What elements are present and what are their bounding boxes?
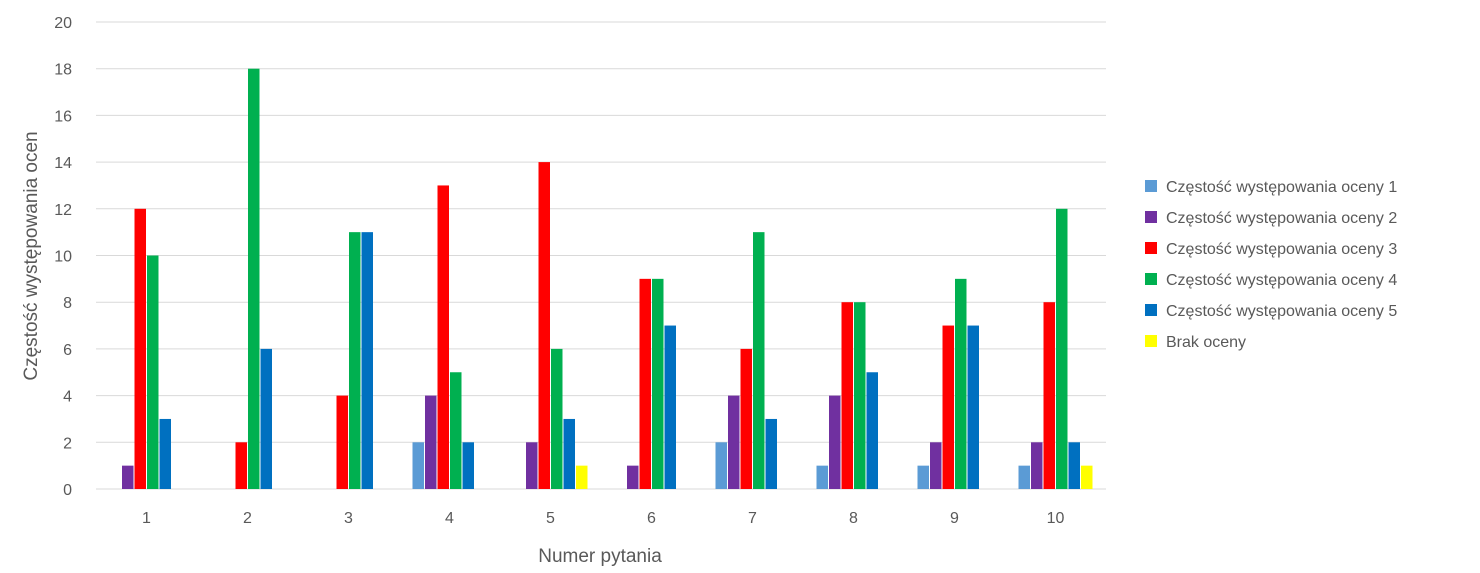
- bar: [1068, 442, 1080, 489]
- bar: [841, 302, 853, 489]
- bar: [538, 162, 550, 489]
- bar: [728, 395, 740, 489]
- x-tick-label: 1: [142, 510, 151, 527]
- bar: [551, 348, 563, 489]
- gridlines: [96, 21, 1106, 490]
- bar: [425, 395, 437, 489]
- bar: [361, 232, 373, 489]
- bar: [159, 418, 171, 489]
- bar: [854, 302, 866, 489]
- bar: [1018, 465, 1030, 489]
- legend-swatch: [1145, 180, 1157, 192]
- legend-label: Częstość występowania oceny 4: [1166, 272, 1397, 289]
- bar: [248, 68, 260, 489]
- bar: [462, 442, 474, 489]
- y-tick-label: 2: [63, 435, 72, 452]
- x-tick-label: 9: [950, 510, 959, 527]
- bar: [829, 395, 841, 489]
- y-tick-label: 18: [54, 62, 72, 79]
- bar: [134, 208, 146, 490]
- bar: [816, 465, 828, 489]
- bar: [147, 255, 159, 489]
- bar: [1043, 302, 1055, 489]
- y-tick-label: 20: [54, 15, 72, 32]
- legend-swatch: [1145, 211, 1157, 223]
- x-tick-label: 3: [344, 510, 353, 527]
- x-tick-labels: 1 2 3 4 5 6 7 8 9 10: [142, 510, 1064, 527]
- bar: [526, 442, 538, 489]
- bar: [942, 325, 954, 489]
- legend: Częstość występowania oceny 1 Częstość wy…: [1145, 179, 1397, 351]
- bar: [336, 395, 348, 489]
- y-tick-label: 10: [54, 249, 72, 266]
- legend-label: Częstość występowania oceny 3: [1166, 241, 1397, 258]
- bar: [450, 372, 462, 489]
- bar: [122, 465, 134, 489]
- bar: [1081, 465, 1093, 489]
- legend-swatch: [1145, 335, 1157, 347]
- x-tick-label: 4: [445, 510, 454, 527]
- y-tick-label: 0: [63, 482, 72, 499]
- legend-swatch: [1145, 273, 1157, 285]
- bar: [1031, 442, 1043, 489]
- bar: [740, 348, 752, 489]
- x-axis-title: Numer pytania: [538, 546, 662, 567]
- y-tick-label: 4: [63, 389, 72, 406]
- legend-label: Częstość występowania oceny 1: [1166, 179, 1397, 196]
- bar: [627, 465, 639, 489]
- x-tick-label: 2: [243, 510, 252, 527]
- bar: [967, 325, 979, 489]
- bars: [122, 68, 1093, 490]
- bar: [753, 232, 765, 489]
- bar: [917, 465, 929, 489]
- y-tick-label: 14: [54, 155, 72, 172]
- y-tick-label: 8: [63, 295, 72, 312]
- bar: [765, 418, 777, 489]
- y-tick-label: 12: [54, 202, 72, 219]
- bar: [235, 442, 247, 489]
- bar: [412, 442, 424, 489]
- x-tick-label: 8: [849, 510, 858, 527]
- bar: [639, 278, 651, 489]
- bar: [437, 185, 449, 489]
- legend-label: Częstość występowania oceny 2: [1166, 210, 1397, 227]
- bar: [715, 442, 727, 489]
- bar: [1056, 208, 1068, 490]
- y-tick-label: 6: [63, 342, 72, 359]
- bar: [652, 278, 664, 489]
- legend-label: Brak oceny: [1166, 334, 1246, 351]
- bar: [955, 278, 967, 489]
- legend-swatch: [1145, 242, 1157, 254]
- bar: [563, 418, 575, 489]
- bar: [349, 232, 361, 489]
- bar: [260, 348, 272, 489]
- bar: [576, 465, 588, 489]
- bar: [664, 325, 676, 489]
- y-tick-labels: 0 2 4 6 8 10 12 14 16 18 20: [54, 15, 72, 499]
- legend-swatch: [1145, 304, 1157, 316]
- x-tick-label: 7: [748, 510, 757, 527]
- x-tick-label: 6: [647, 510, 656, 527]
- bar: [866, 372, 878, 489]
- bar: [930, 442, 942, 489]
- x-tick-label: 10: [1047, 510, 1065, 527]
- legend-label: Częstość występowania oceny 5: [1166, 303, 1397, 320]
- y-tick-label: 16: [54, 108, 72, 125]
- y-axis-title: Częstość występowania ocen: [21, 131, 42, 380]
- x-tick-label: 5: [546, 510, 555, 527]
